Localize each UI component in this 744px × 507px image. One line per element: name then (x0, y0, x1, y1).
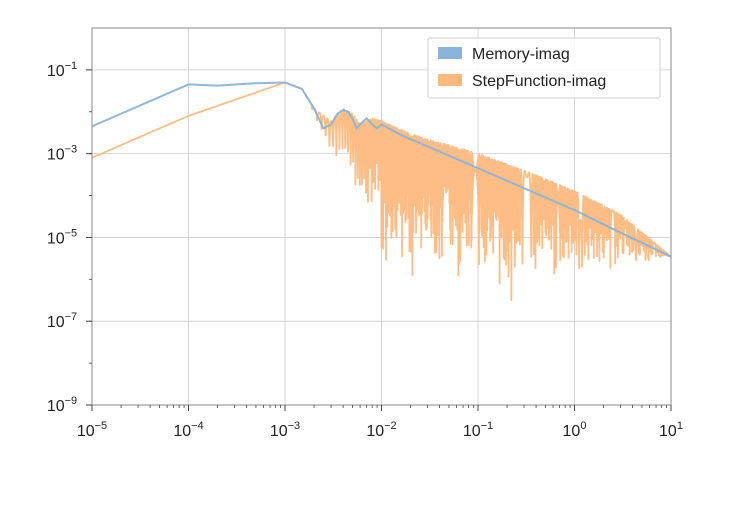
x-tick-label: 101 (659, 420, 683, 440)
legend-label: StepFunction-imag (472, 73, 606, 90)
memory-imag-line (92, 81, 671, 258)
y-tick-label: 10−7 (47, 311, 77, 331)
plot-axes: 10−5 10−4 10−3 10−2 10−1 100 10110−110−310−510… (47, 27, 683, 440)
x-tick-label: 10−5 (77, 420, 107, 440)
stepfunction-imag-line (92, 81, 671, 302)
y-tick-label: 10−3 (47, 144, 77, 164)
legend-label: Memory-imag (472, 46, 570, 63)
clipped-series (92, 81, 671, 302)
y-tick-label: 10−1 (47, 60, 77, 80)
x-tick-label: 10−3 (270, 420, 300, 440)
x-tick-label: 10−2 (366, 420, 396, 440)
y-tick-label: 10−5 (47, 227, 77, 247)
legend-swatch (438, 47, 462, 59)
plot-series (92, 81, 671, 302)
y-tick-label: 10−9 (47, 395, 77, 415)
legend: Memory-imag StepFunction-imag (427, 37, 661, 99)
x-tick-label: 10−4 (173, 420, 203, 440)
legend-swatch (438, 74, 462, 86)
x-tick-label: 100 (563, 420, 587, 440)
x-tick-label: 10−1 (463, 420, 493, 440)
legend-box (427, 37, 661, 99)
